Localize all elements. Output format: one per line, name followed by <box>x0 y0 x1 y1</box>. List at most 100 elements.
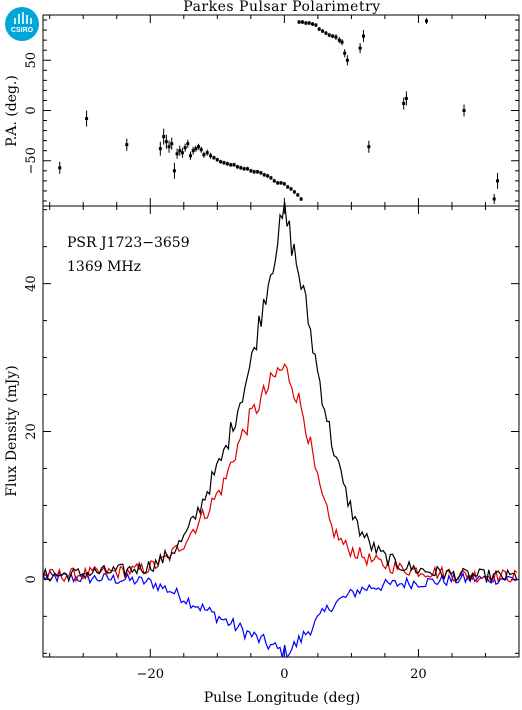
pa-marker <box>462 109 466 112</box>
pa-point <box>245 166 249 171</box>
pa-point <box>266 173 270 178</box>
pa-point <box>249 168 253 173</box>
csiro-logo-bars <box>14 12 32 24</box>
pa-point <box>259 170 263 175</box>
pa-marker <box>215 158 219 162</box>
pa-marker <box>299 197 303 201</box>
pa-point <box>462 104 466 117</box>
pa-marker <box>300 20 304 24</box>
pa-point <box>191 146 195 155</box>
pa-marker <box>279 181 283 185</box>
pa-point <box>337 37 341 44</box>
pa-point <box>194 145 198 152</box>
pa-marker <box>175 152 179 156</box>
pa-point <box>304 21 308 26</box>
pa-point <box>321 29 325 34</box>
pa-marker <box>125 143 129 147</box>
pa-point <box>424 18 428 25</box>
pa-marker <box>311 22 315 26</box>
flux-series <box>42 201 518 659</box>
pa-point <box>272 178 276 183</box>
pa-marker <box>321 29 325 33</box>
pa-point <box>202 151 206 158</box>
circular-intensity-line <box>42 570 518 659</box>
pa-marker <box>256 170 260 174</box>
pa-point <box>178 145 182 156</box>
pa-marker <box>367 145 371 149</box>
pa-point <box>311 22 315 27</box>
pa-marker <box>343 51 347 55</box>
pa-point <box>188 151 192 160</box>
pa-marker <box>191 149 195 153</box>
pa-point <box>279 180 283 185</box>
pa-point <box>164 134 168 149</box>
pa-marker <box>186 142 190 146</box>
pa-marker <box>205 151 209 155</box>
pa-marker <box>245 167 249 171</box>
pa-point <box>199 146 203 153</box>
pa-point <box>358 43 362 54</box>
pa-point <box>229 162 233 167</box>
pa-point <box>276 180 280 185</box>
chart-title: Parkes Pulsar Polarimetry <box>183 0 380 15</box>
pa-marker <box>180 151 184 155</box>
pa-marker <box>197 145 201 149</box>
pa-point <box>317 27 321 32</box>
pa-point <box>367 140 371 153</box>
pa-marker <box>289 187 293 191</box>
pa-marker <box>331 34 335 38</box>
pa-y-tick-label: 50 <box>24 52 39 69</box>
pa-point <box>235 164 239 169</box>
pa-point <box>345 55 349 66</box>
flux-y-tick-label: 20 <box>24 423 39 440</box>
pa-point <box>239 165 243 170</box>
pa-point <box>282 181 286 186</box>
pa-marker <box>219 160 223 164</box>
pa-marker <box>222 161 226 165</box>
pa-marker <box>337 38 341 42</box>
pa-point <box>219 159 223 164</box>
pa-marker <box>212 156 216 160</box>
pa-marker <box>324 31 328 35</box>
pa-marker <box>172 169 176 173</box>
pa-point <box>170 137 174 150</box>
pa-marker <box>188 154 192 158</box>
pa-marker <box>269 176 273 180</box>
pa-marker <box>194 147 198 151</box>
observing-frequency: 1369 MHz <box>67 259 141 275</box>
pa-marker <box>317 27 321 31</box>
pa-point <box>292 189 296 194</box>
pa-marker <box>296 193 300 197</box>
pa-marker <box>314 23 318 27</box>
pa-point <box>158 141 162 156</box>
linear-intensity-line <box>42 362 518 584</box>
pa-point <box>289 186 293 191</box>
flux-y-tick-label: 0 <box>24 575 39 583</box>
pa-point <box>299 196 303 201</box>
pa-marker <box>492 197 496 201</box>
source-name: PSR J1723−3659 <box>67 235 190 251</box>
pa-marker <box>167 145 171 149</box>
pa-y-tick-label: −50 <box>24 147 39 174</box>
flux-panel-ticks: −20 0 20 0 20 40 <box>24 209 520 682</box>
pa-point <box>324 31 328 36</box>
pa-marker <box>85 117 89 121</box>
pa-point <box>209 152 213 159</box>
pa-panel-ticks: −50 0 50 <box>24 15 520 214</box>
pa-marker <box>340 40 344 44</box>
pa-point <box>242 166 246 171</box>
pa-point <box>205 149 209 156</box>
pa-marker <box>307 21 311 25</box>
x-tick-label: −20 <box>137 667 164 682</box>
pa-point <box>186 139 190 148</box>
pa-marker <box>58 166 62 170</box>
csiro-logo-badge <box>5 7 39 41</box>
pa-point <box>361 30 365 43</box>
pa-point <box>167 140 171 153</box>
pa-panel-frame <box>42 14 520 207</box>
pa-marker <box>202 153 206 157</box>
pa-marker <box>358 46 362 50</box>
pa-marker <box>297 20 301 24</box>
pa-marker <box>170 142 174 146</box>
